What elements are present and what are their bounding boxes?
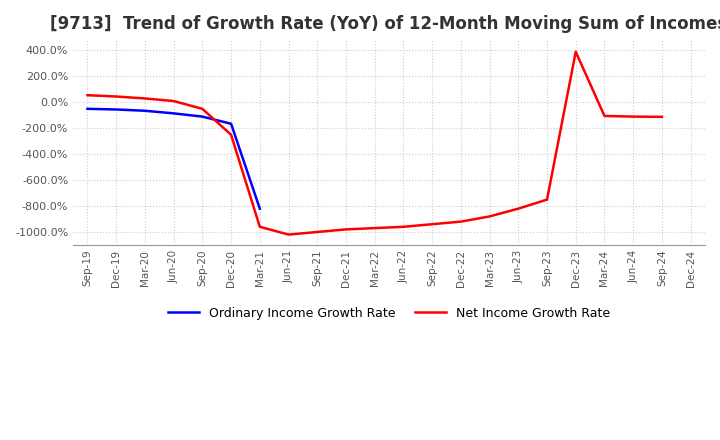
Ordinary Income Growth Rate (227, 121, 235, 126)
Net Income Growth Rate (456, 219, 465, 224)
Net Income Growth Rate (256, 224, 264, 229)
Net Income Growth Rate (370, 225, 379, 231)
Net Income Growth Rate (284, 232, 293, 237)
Net Income Growth Rate (485, 214, 494, 219)
Net Income Growth Rate (572, 49, 580, 55)
Net Income Growth Rate (140, 96, 149, 101)
Ordinary Income Growth Rate (140, 108, 149, 114)
Ordinary Income Growth Rate (256, 206, 264, 211)
Net Income Growth Rate (399, 224, 408, 229)
Ordinary Income Growth Rate (169, 111, 178, 116)
Line: Ordinary Income Growth Rate: Ordinary Income Growth Rate (87, 109, 260, 209)
Ordinary Income Growth Rate (198, 114, 207, 119)
Line: Net Income Growth Rate: Net Income Growth Rate (87, 52, 662, 235)
Net Income Growth Rate (169, 99, 178, 104)
Net Income Growth Rate (313, 229, 322, 235)
Ordinary Income Growth Rate (83, 106, 91, 111)
Net Income Growth Rate (629, 114, 637, 119)
Legend: Ordinary Income Growth Rate, Net Income Growth Rate: Ordinary Income Growth Rate, Net Income … (163, 302, 615, 325)
Net Income Growth Rate (543, 197, 552, 202)
Net Income Growth Rate (83, 92, 91, 98)
Title: [9713]  Trend of Growth Rate (YoY) of 12-Month Moving Sum of Incomes: [9713] Trend of Growth Rate (YoY) of 12-… (50, 15, 720, 33)
Net Income Growth Rate (657, 114, 666, 120)
Net Income Growth Rate (600, 114, 609, 119)
Net Income Growth Rate (112, 94, 120, 99)
Net Income Growth Rate (198, 106, 207, 111)
Net Income Growth Rate (428, 222, 436, 227)
Net Income Growth Rate (514, 206, 523, 211)
Net Income Growth Rate (227, 132, 235, 137)
Net Income Growth Rate (342, 227, 351, 232)
Ordinary Income Growth Rate (112, 107, 120, 112)
